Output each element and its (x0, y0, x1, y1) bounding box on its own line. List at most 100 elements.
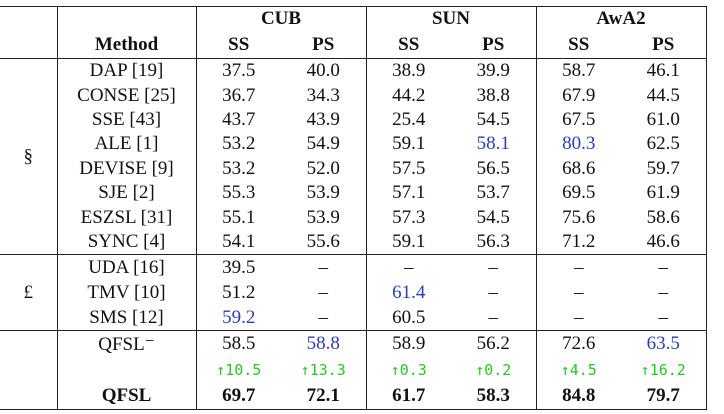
method-header: Method (57, 31, 197, 59)
split-header: PS (451, 31, 537, 59)
value-cell: 57.1 (392, 182, 426, 204)
method-name: SMS [12] (57, 305, 197, 331)
method-name: DEVISE [9] (57, 156, 197, 181)
value-cell: 57.3 (392, 206, 426, 228)
value-cell: 58.8 (281, 330, 367, 358)
method-name: ESZSL [31] (57, 205, 197, 230)
rule-cell (451, 409, 536, 411)
table-row: £ UDA [16] 39.5– – – – – (0, 254, 707, 331)
rule-cell (0, 409, 57, 411)
value-cell: 72.6 (536, 330, 621, 358)
empty-cell (0, 31, 58, 59)
gain-cell: ↑10.5 (216, 361, 262, 380)
value-cell: 59.1 (392, 230, 426, 252)
value-cell: 34.3 (281, 83, 367, 108)
value-cell: 52.0 (281, 156, 367, 181)
table-row: DEVISE [9] 53.2 52.0 57.5 56.5 68.6 59.7 (0, 156, 707, 181)
table-row: SYNC [4] 54.1 55.6 59.1 56.3 71.2 46.6 (0, 229, 707, 255)
value-cell: 55.3 (222, 182, 256, 204)
value-cell: 58.3 (451, 383, 537, 410)
gain-cell: ↑0.2 (451, 357, 537, 384)
method-name: SSE [43] (57, 107, 197, 133)
value-cell: 58.5 (196, 330, 281, 358)
header-row: Method SS PS SS PS SS PS (0, 31, 707, 59)
value-cell: 56.2 (451, 330, 537, 358)
value-cell: 39.5 (196, 254, 281, 281)
value-cell: 58.7 (536, 58, 621, 84)
value-cell: 54.1 (222, 230, 256, 252)
method-name: QFSL (57, 383, 197, 410)
split-header: PS (621, 31, 707, 59)
value-cell: 68.6 (562, 157, 596, 179)
gain-cell: ↑13.3 (281, 357, 367, 384)
method-name: QFSL⁻ (57, 330, 197, 358)
rule-cell (536, 409, 621, 411)
value-cell: 58.9 (366, 330, 451, 358)
value-cell: – (621, 280, 707, 306)
value-cell: 53.2 (222, 133, 256, 155)
group-symbol: § (0, 57, 58, 255)
value-cell: 53.9 (281, 180, 367, 206)
dataset-header: SUN (366, 6, 537, 31)
rule-cell (281, 409, 366, 411)
value-cell: 75.6 (562, 206, 596, 228)
value-cell: 58.6 (621, 205, 707, 230)
value-cell: 56.5 (451, 156, 537, 181)
table-row: QFSL 69.7 72.1 61.7 58.3 84.8 79.7 (0, 383, 707, 410)
value-cell: 69.5 (562, 182, 596, 204)
value-cell: – (621, 254, 707, 281)
group-symbol (0, 330, 58, 410)
value-cell: 44.5 (621, 83, 707, 108)
value-cell: – (281, 254, 367, 281)
table-row: QFSL⁻ 58.5 58.8 58.9 56.2 72.6 63.5 (0, 330, 707, 410)
value-cell: 56.3 (451, 229, 537, 255)
value-cell: 55.1 (222, 206, 256, 228)
value-cell: 58.1 (451, 132, 537, 157)
value-cell: 71.2 (562, 230, 596, 252)
value-cell: 61.0 (621, 107, 707, 133)
split-header: SS (568, 33, 590, 55)
value-cell: 36.7 (222, 84, 256, 106)
table-row: SSE [43] 43.7 43.9 25.4 54.5 67.5 61.0 (0, 107, 707, 133)
value-cell: 67.9 (562, 84, 596, 106)
value-cell: 39.9 (451, 58, 537, 84)
group-symbol: £ (0, 254, 58, 331)
value-cell: 84.8 (562, 385, 596, 407)
value-cell: 53.7 (451, 180, 537, 206)
value-cell: 43.7 (222, 108, 256, 130)
value-cell: 37.5 (196, 58, 281, 84)
table-row: SMS [12] 59.2 – 60.5 – – – (0, 305, 707, 331)
value-cell: 61.7 (392, 385, 426, 407)
method-name: DAP [19] (57, 58, 197, 84)
table-row: TMV [10] 51.2 – 61.4 – – – (0, 280, 707, 306)
value-cell: 59.2 (222, 306, 256, 328)
method-name: CONSE [25] (57, 83, 197, 108)
rule-cell (196, 409, 281, 411)
rule-cell (57, 409, 196, 411)
results-table: CUB SUN AwA2 Method SS PS SS PS SS PS § DAP [19] 37.… (0, 6, 707, 411)
value-cell: 55.6 (281, 229, 367, 255)
dataset-header: CUB (196, 6, 367, 31)
value-cell: 46.6 (621, 229, 707, 255)
method-name: TMV [10] (57, 280, 197, 306)
value-cell: 67.5 (562, 108, 596, 130)
table-body: CUB SUN AwA2 Method SS PS SS PS SS PS § DAP [19] 37.… (0, 6, 707, 411)
dataset-header: AwA2 (536, 6, 707, 31)
value-cell: 25.4 (392, 108, 426, 130)
split-header: PS (281, 31, 367, 59)
value-cell: 80.3 (562, 133, 596, 155)
value-cell: 62.5 (621, 132, 707, 157)
bottom-rule (0, 409, 706, 411)
table-row: ALE [1] 53.2 54.9 59.1 58.1 80.3 62.5 (0, 132, 707, 157)
gain-cell: ↑4.5 (560, 361, 597, 380)
table-row: ↑10.5 ↑13.3 ↑0.3 ↑0.2 ↑4.5 ↑16.2 (0, 357, 707, 384)
value-cell: 59.1 (392, 133, 426, 155)
value-cell: 59.7 (621, 156, 707, 181)
method-name: UDA [16] (57, 254, 197, 281)
value-cell: – (366, 254, 451, 281)
value-cell: 72.1 (281, 383, 367, 410)
value-cell: – (451, 305, 537, 331)
split-header: SS (228, 33, 250, 55)
value-cell: – (574, 281, 584, 303)
